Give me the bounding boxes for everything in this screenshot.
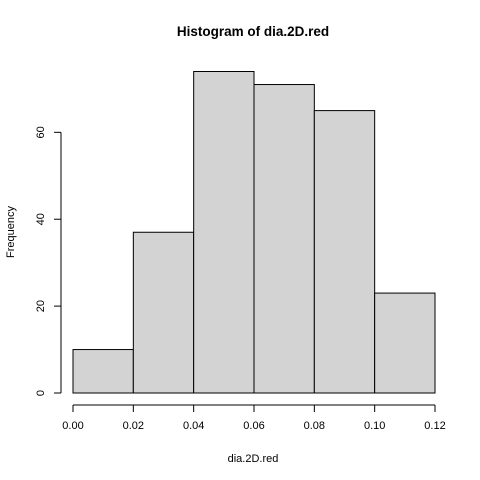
bars-group (72, 71, 436, 394)
x-tick-label: 0.04 (183, 420, 204, 432)
histogram-bar-2 (193, 71, 255, 394)
histogram-bar-0 (72, 349, 134, 394)
x-tick-label: 0.00 (62, 420, 83, 432)
y-axis: 0 20 40 60 (35, 126, 62, 396)
x-tick-label: 0.10 (364, 420, 385, 432)
y-tick-label: 40 (35, 213, 47, 225)
x-tick-label: 0.06 (243, 420, 264, 432)
x-tick-label: 0.08 (304, 420, 325, 432)
x-tick-label: 0.02 (123, 420, 144, 432)
histogram-bar-4 (313, 110, 376, 394)
y-tick-label: 60 (35, 126, 47, 138)
histogram-bar-1 (132, 231, 195, 394)
y-tick-label: 0 (35, 390, 47, 396)
chart-title: Histogram of dia.2D.red (177, 24, 329, 39)
y-axis-label: Frequency (5, 206, 17, 258)
x-tick-label: 0.12 (424, 420, 445, 432)
x-axis: 0.00 0.02 0.04 0.06 0.08 0.10 0.12 (62, 404, 446, 432)
histogram-bar-3 (253, 84, 315, 394)
histogram-bar-5 (374, 292, 436, 394)
y-tick-label: 20 (35, 300, 47, 312)
x-axis-label: dia.2D.red (228, 453, 279, 465)
